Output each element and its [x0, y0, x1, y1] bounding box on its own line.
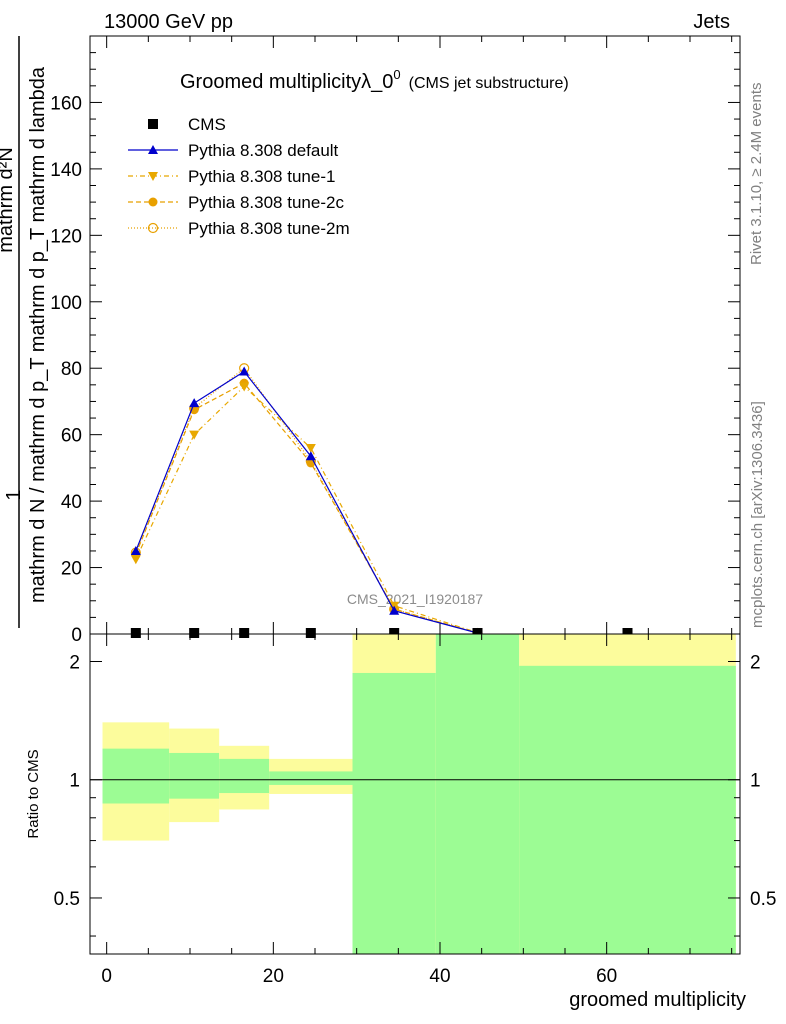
- ratio-x-ticks: 0 20 40 60: [101, 634, 733, 987]
- y-axis-label-denominator: mathrm d N / mathrm d p_T mathrm d p_T m…: [27, 66, 49, 603]
- category-label: Jets: [693, 11, 730, 33]
- ratio-y-tick-label-right: 1: [750, 771, 761, 792]
- series-point: [305, 443, 316, 453]
- legend-marker: [148, 145, 158, 154]
- cms-data-point: [189, 628, 200, 638]
- main-y-tick-label: 120: [50, 226, 82, 247]
- y-axis-label-top: 1: [3, 489, 25, 500]
- series-line: [135, 385, 478, 634]
- ratio-y-tick-label: 2: [69, 653, 80, 674]
- series-point: [189, 430, 200, 440]
- ratio-band-inner: [519, 665, 736, 954]
- ratio-band-inner: [269, 771, 353, 785]
- legend-item: Pythia 8.308 tune-1: [128, 167, 335, 186]
- x-tick-label: 20: [263, 966, 284, 987]
- ratio-band-inner: [435, 634, 520, 954]
- legend-marker: [148, 119, 158, 129]
- cms-data-point: [622, 628, 633, 638]
- main-y-tick-label: 60: [61, 426, 82, 447]
- legend-label: Pythia 8.308 default: [188, 141, 339, 160]
- ratio-bands: [102, 634, 736, 954]
- energy-label: 13000 GeV pp: [104, 11, 233, 33]
- ratio-y-axis-label: Ratio to CMS: [25, 749, 42, 838]
- series-point: [130, 555, 141, 565]
- legend-item: Pythia 8.308 tune-2m: [128, 219, 350, 238]
- legend-item: CMS: [148, 115, 226, 134]
- cms-data-point: [389, 628, 400, 638]
- ratio-panel: 0.5 0.5 1 1 2 2 0 20 40 60 Ratio to CMS groomed …: [25, 633, 776, 1011]
- series-point: [239, 382, 250, 392]
- ratio-band-inner: [352, 672, 436, 954]
- x-tick-label: 60: [596, 966, 617, 987]
- cms-data-point: [130, 628, 141, 638]
- legend-item: Pythia 8.308 default: [128, 141, 339, 160]
- main-y-tick-label: 20: [61, 559, 82, 580]
- title-subtitle: (CMS jet substructure): [409, 75, 569, 92]
- ratio-band-inner: [102, 748, 170, 804]
- series-point: [389, 605, 400, 615]
- main-y-tick-label: 40: [61, 492, 82, 513]
- watermark: CMS_2021_I1920187: [347, 591, 483, 607]
- x-tick-label: 0: [101, 966, 112, 987]
- ratio-y-tick-label-right: 2: [750, 653, 761, 674]
- legend-marker: [147, 222, 159, 234]
- mcplots-label: mcplots.cern.ch [arXiv:1306.3436]: [749, 401, 766, 628]
- plot-title: Groomed multiplicityλ_00 (CMS jet substru…: [180, 67, 569, 93]
- series-line: [135, 382, 478, 634]
- legend-label: Pythia 8.308 tune-2m: [188, 219, 350, 238]
- main-y-ticks: 0 20 40 60 80 100 120 140 160: [50, 35, 740, 646]
- main-y-tick-label: 100: [50, 293, 82, 314]
- title-lambda: λ_0: [361, 71, 393, 93]
- legend-label: CMS: [188, 115, 226, 134]
- main-y-tick-label: 0: [71, 625, 82, 646]
- main-panel: 0 20 40 60 80 100 120 140 160 CMS_2021_I1920187: [50, 35, 741, 646]
- legend: CMS Pythia 8.308 default Pythia 8.308 tune…: [128, 115, 350, 238]
- legend-label: Pythia 8.308 tune-1: [188, 167, 335, 186]
- series-point: [305, 451, 316, 461]
- cms-data-point: [305, 628, 316, 638]
- x-axis-label: groomed multiplicity: [569, 989, 746, 1011]
- ratio-y-tick-label-right: 0.5: [750, 889, 776, 910]
- main-y-tick-label: 160: [50, 93, 82, 114]
- cms-data-point: [239, 628, 250, 638]
- main-y-tick-label: 140: [50, 160, 82, 181]
- legend-label: Pythia 8.308 tune-2c: [188, 193, 344, 212]
- ratio-y-tick-label: 1: [69, 771, 80, 792]
- title-main: Groomed multiplicity: [180, 71, 361, 93]
- y-axis-label-numerator: mathrm d²N: [0, 147, 17, 253]
- series-point: [189, 398, 200, 408]
- cms-data-point: [472, 628, 483, 638]
- x-tick-label: 40: [429, 966, 450, 987]
- ratio-band-inner: [219, 758, 270, 794]
- series-point: [130, 545, 141, 555]
- legend-marker: [148, 197, 158, 207]
- ratio-panel-frame: [89, 633, 741, 955]
- rivet-label: Rivet 3.1.10, ≥ 2.4M events: [748, 83, 765, 266]
- series-line: [135, 370, 478, 634]
- series-point: [239, 366, 250, 376]
- main-y-tick-label: 80: [61, 359, 82, 380]
- ratio-y-tick-label: 0.5: [54, 889, 80, 910]
- legend-item: Pythia 8.308 tune-2c: [128, 193, 344, 212]
- cms-data-layer: [130, 628, 633, 638]
- title-superscript: 0: [393, 67, 400, 82]
- legend-marker: [148, 172, 158, 181]
- ratio-band-inner: [169, 752, 220, 799]
- series-line: [135, 367, 478, 634]
- ratio-y-ticks: 0.5 0.5 1 1 2 2: [54, 653, 776, 937]
